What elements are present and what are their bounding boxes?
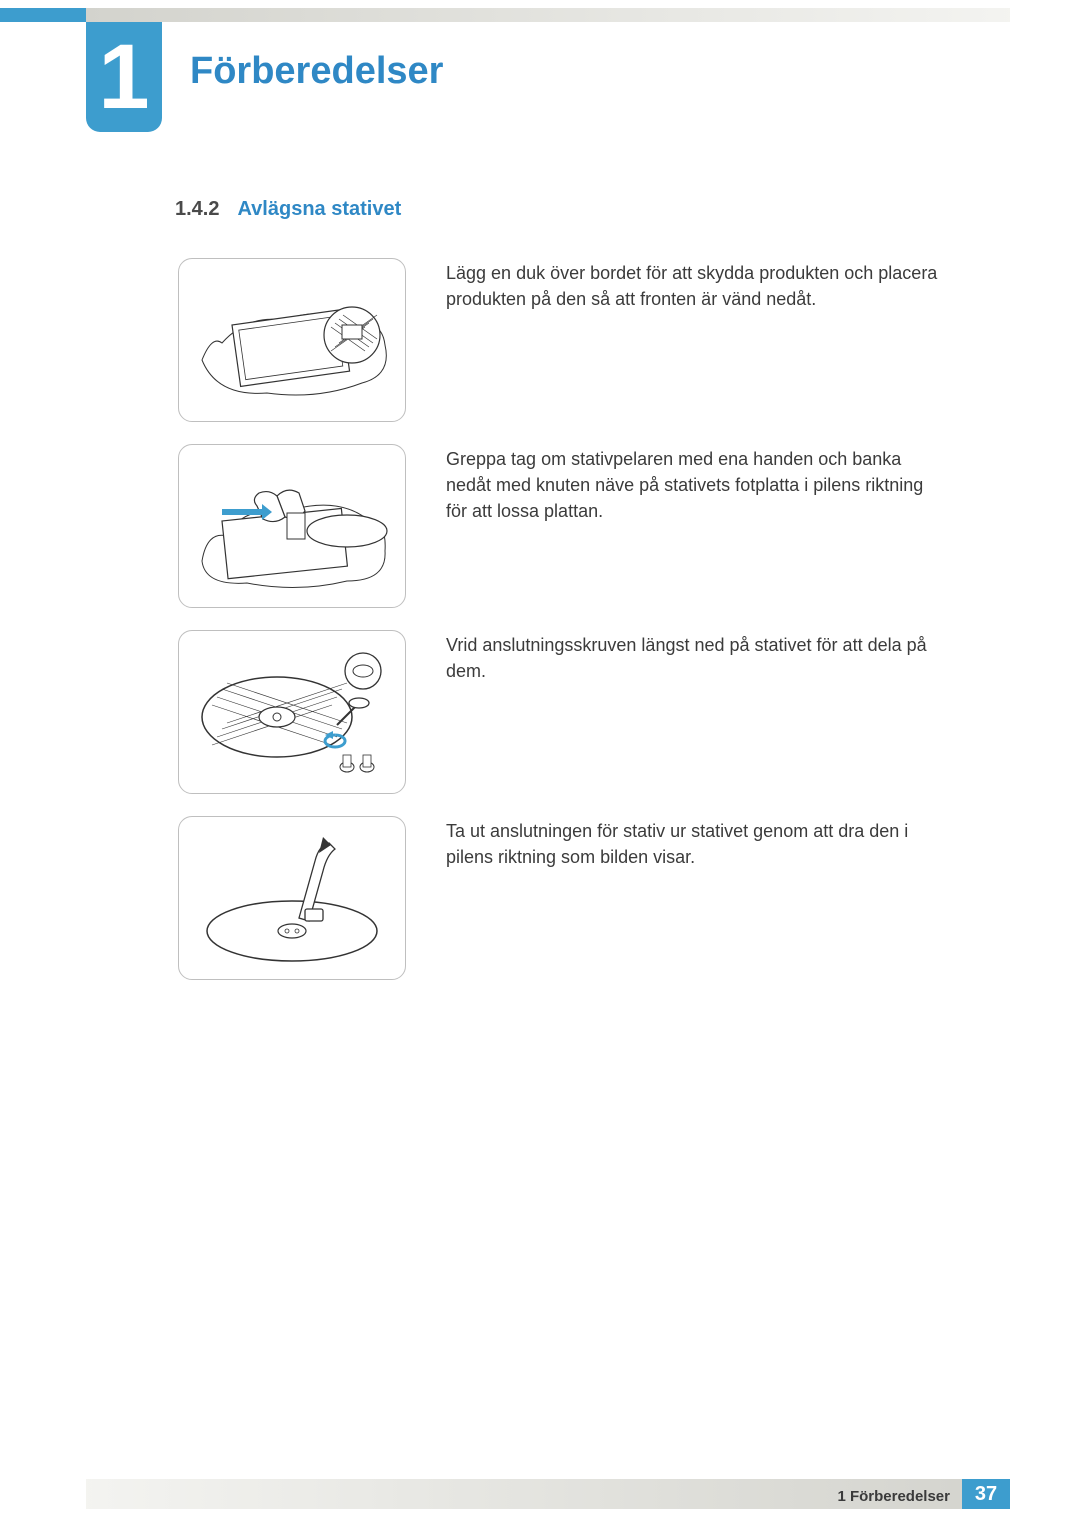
chapter-title: Förberedelser [190,50,443,93]
step-text: Vrid anslutningsskruven längst ned på st… [446,630,938,684]
step-row: Greppa tag om stativpelaren med ena hand… [178,444,938,608]
steps-list: Lägg en duk över bordet för att skydda p… [178,258,938,980]
step-text: Lägg en duk över bordet för att skydda p… [446,258,938,312]
page-number: 37 [975,1483,997,1506]
header-accent-bar [0,8,86,22]
step-illustration [178,816,406,980]
step-illustration [178,630,406,794]
section-heading: 1.4.2 Avlägsna stativet [175,198,401,221]
page-number-badge: 37 [962,1479,1010,1509]
step-illustration [178,258,406,422]
header-gradient-bar [86,8,1010,22]
chapter-tab: 1 [86,22,162,132]
illustration-unscrew-base-icon [187,637,397,787]
step-illustration [178,444,406,608]
footer-chapter-label: 1 Förberedelser [837,1488,950,1505]
step-text: Greppa tag om stativpelaren med ena hand… [446,444,938,524]
chapter-number: 1 [98,31,149,123]
step-text: Ta ut anslutningen för stativ ur stative… [446,816,938,870]
illustration-knock-base-icon [187,451,397,601]
step-row: Lägg en duk över bordet för att skydda p… [178,258,938,422]
illustration-monitor-facedown-icon [187,265,397,415]
step-row: Vrid anslutningsskruven längst ned på st… [178,630,938,794]
section-title: Avlägsna stativet [237,198,401,221]
step-row: Ta ut anslutningen för stativ ur stative… [178,816,938,980]
section-number: 1.4.2 [175,198,219,221]
illustration-remove-connector-icon [187,823,397,973]
